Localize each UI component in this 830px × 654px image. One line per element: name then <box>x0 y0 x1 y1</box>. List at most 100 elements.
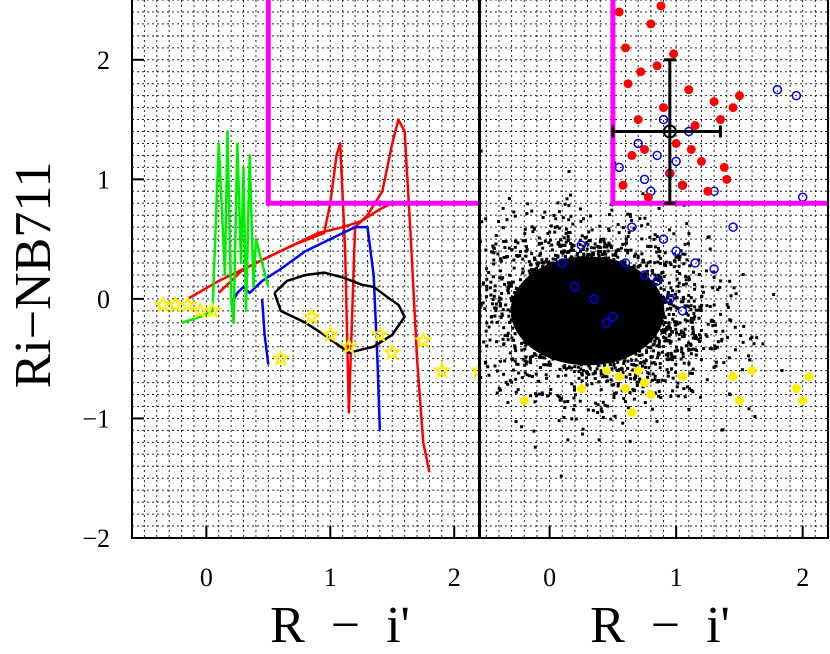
cloud-point <box>606 249 610 253</box>
cloud-point <box>676 381 680 385</box>
cloud-point <box>587 372 591 376</box>
cloud-point <box>621 421 625 425</box>
y-tick-label: 1 <box>97 165 110 194</box>
cloud-point <box>749 337 753 341</box>
cloud-point <box>548 363 552 367</box>
cloud-point <box>495 340 499 344</box>
cloud-point <box>482 340 486 344</box>
cloud-point <box>593 242 597 246</box>
cloud-point <box>543 239 547 243</box>
cloud-point <box>454 232 457 235</box>
dot-point <box>709 97 719 107</box>
cloud-point <box>772 293 776 297</box>
cloud-point <box>667 338 671 342</box>
cloud-point <box>490 302 494 306</box>
cloud-point <box>603 242 607 246</box>
cloud-point <box>677 337 681 341</box>
cloud-point <box>621 226 625 230</box>
cloud-point <box>638 217 642 221</box>
x-tick-label: 2 <box>448 563 461 592</box>
cloud-point <box>554 257 558 261</box>
series-line-5 <box>273 271 406 354</box>
cloud-point <box>692 311 696 315</box>
dot-point <box>640 144 650 154</box>
cloud-point <box>531 354 535 358</box>
cloud-point <box>662 275 666 279</box>
dot-point <box>671 138 681 148</box>
cloud-point <box>491 244 495 248</box>
left-frame: 0 1 2 −2 −1 0 1 2 <box>82 0 480 592</box>
cloud-point <box>658 362 662 366</box>
cloud-point <box>563 400 567 404</box>
cloud-point <box>665 296 669 300</box>
cloud-point <box>685 258 689 262</box>
cloud-point <box>632 226 636 230</box>
cloud-point <box>667 281 671 285</box>
cloud-point <box>565 251 569 255</box>
cloud-point <box>520 425 524 429</box>
cloud-point <box>549 224 553 228</box>
cloud-point <box>587 230 591 234</box>
cloud-point <box>628 439 632 443</box>
cloud-point <box>564 240 568 244</box>
cloud-point <box>489 280 493 284</box>
cloud-point <box>599 372 603 376</box>
cloud-point <box>667 312 671 316</box>
cloud-point <box>516 254 520 258</box>
cloud-point <box>661 296 665 300</box>
cloud-point <box>653 391 657 395</box>
cloud-point <box>672 304 676 308</box>
cloud-point <box>563 406 567 410</box>
cloud-point <box>581 427 585 431</box>
cloud-point <box>556 255 560 259</box>
cloud-point <box>646 244 650 248</box>
cloud-point <box>562 416 566 420</box>
cloud-point <box>640 252 644 256</box>
cloud-point <box>673 259 677 263</box>
cloud-point <box>668 341 672 345</box>
cloud-point <box>504 239 508 243</box>
cloud-point <box>593 369 597 373</box>
cloud-point <box>497 387 501 391</box>
cloud-point <box>668 228 672 232</box>
cloud-point <box>713 323 717 327</box>
cloud-point <box>722 361 726 365</box>
cloud-point <box>523 341 527 345</box>
cloud-point <box>544 373 548 377</box>
cloud-point <box>663 379 667 383</box>
cloud-point <box>646 261 650 265</box>
cloud-point <box>641 192 645 196</box>
cloud-point <box>512 338 516 342</box>
cloud-point <box>656 353 660 357</box>
cloud-point <box>727 356 731 360</box>
cloud-point <box>532 268 536 272</box>
cloud-point <box>669 394 673 398</box>
cloud-point <box>669 307 673 311</box>
star-point <box>166 295 185 313</box>
cloud-point <box>502 326 506 330</box>
cloud-point <box>532 256 536 260</box>
cloud-point <box>549 387 553 391</box>
cloud-point <box>506 382 510 386</box>
cloud-point <box>498 296 502 300</box>
cloud-point <box>572 244 576 248</box>
cloud-point <box>523 347 527 351</box>
dot-point <box>627 407 637 417</box>
cloud-point <box>534 353 538 357</box>
cloud-point <box>507 284 511 288</box>
cloud-point <box>521 271 525 275</box>
cloud-point <box>508 320 512 324</box>
cloud-point <box>609 246 613 250</box>
cloud-point <box>663 320 667 324</box>
circle-point <box>677 306 688 316</box>
cloud-point <box>507 281 511 285</box>
cloud-point <box>600 410 604 414</box>
dot-point <box>623 79 633 89</box>
cloud-point <box>447 360 450 363</box>
series-line-0 <box>187 118 431 473</box>
cloud-point <box>603 364 607 368</box>
cloud-point <box>708 247 712 251</box>
dot-point <box>703 186 713 196</box>
cloud-point <box>687 275 691 279</box>
cloud-point <box>603 403 607 407</box>
